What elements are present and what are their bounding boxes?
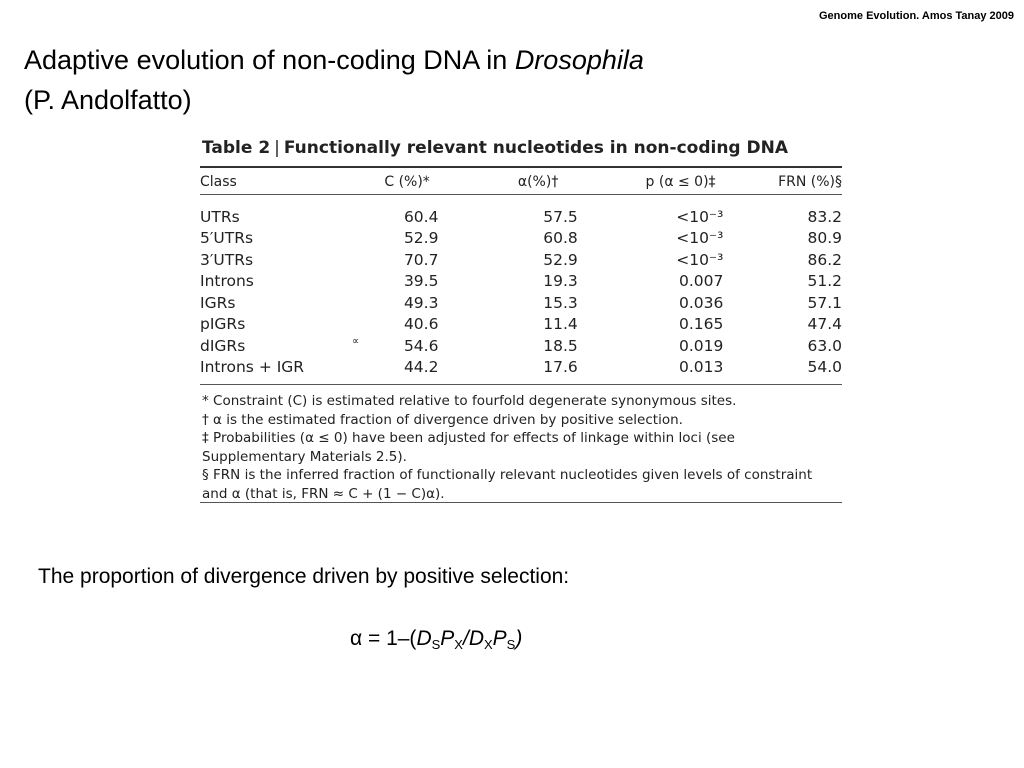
table-top-rule — [200, 166, 842, 168]
col-header-frn: FRN (%)§ — [778, 174, 842, 190]
cell-alpha: 60.8 — [543, 229, 578, 248]
cell-alpha: 11.4 — [543, 315, 578, 334]
footnote-rule — [200, 502, 842, 503]
formula-slash: / — [462, 627, 469, 650]
cell-p: <10⁻³ — [676, 207, 724, 226]
table-row: dIGRs 54.6 18.5 0.019 63.0 — [200, 335, 842, 357]
cell-frn: 83.2 — [807, 207, 842, 226]
table-row: IGRs 49.3 15.3 0.036 57.1 — [200, 292, 842, 314]
formula-p-x: P — [440, 627, 455, 650]
formula-d-x: D — [468, 627, 484, 650]
cell-alpha: 52.9 — [543, 250, 578, 269]
table-caption: Functionally relevant nucleotides in non… — [283, 138, 789, 158]
footnote: ‡ Probabilities (α ≤ 0) have been adjust… — [202, 430, 735, 446]
cell-alpha: 57.5 — [543, 207, 578, 226]
formula-prefix: α = 1–( — [350, 627, 417, 650]
table-bottom-rule — [200, 384, 842, 385]
col-header-alpha: α(%)† — [517, 174, 559, 190]
cell-alpha: 19.3 — [543, 272, 578, 291]
cell-p: 0.013 — [678, 358, 724, 377]
footnote: * Constraint (C) is estimated relative t… — [202, 393, 737, 409]
formula-p-s: P — [492, 627, 507, 650]
cell-frn: 86.2 — [807, 250, 842, 269]
table-footnotes: * Constraint (C) is estimated relative t… — [202, 392, 842, 503]
table-row: 5′UTRs 52.9 60.8 <10⁻³ 80.9 — [200, 228, 842, 250]
cell-alpha: 15.3 — [543, 293, 578, 312]
title-line1-prefix: Adaptive evolution of non-coding DNA in — [24, 45, 515, 75]
cell-constraint: 70.7 — [403, 250, 439, 269]
cell-frn: 63.0 — [807, 336, 842, 355]
table-row: Introns 39.5 19.3 0.007 51.2 — [200, 271, 842, 293]
cell-constraint: 49.3 — [403, 293, 439, 312]
col-header-p: p (α ≤ 0)‡ — [645, 174, 716, 190]
table-header-row: Class C (%)* α(%)† p (α ≤ 0)‡ FRN (%)§ — [200, 170, 842, 194]
cell-p: 0.036 — [678, 293, 724, 312]
cell-class: Introns + IGR — [200, 358, 305, 377]
slide-title: Adaptive evolution of non-coding DNA in … — [24, 40, 644, 120]
formula-sub-x1: X — [454, 637, 463, 652]
header-note: Genome Evolution. Amos Tanay 2009 — [819, 10, 1014, 22]
footnote: § FRN is the inferred fraction of functi… — [202, 467, 813, 483]
cell-p: 0.165 — [678, 315, 724, 334]
table-label: Table 2 — [202, 138, 271, 158]
cell-frn: 57.1 — [807, 293, 842, 312]
cell-p: 0.007 — [678, 272, 724, 291]
cell-alpha: 18.5 — [543, 336, 578, 355]
table-figure: Table 2 | Functionally relevant nucleotide… — [200, 126, 842, 512]
cell-frn: 54.0 — [807, 358, 842, 377]
data-table: Class C (%)* α(%)† p (α ≤ 0)‡ FRN (%)§ U… — [200, 170, 842, 378]
table-title: Table 2 | Functionally relevant nucleotide… — [202, 138, 788, 158]
cell-class: pIGRs — [200, 315, 246, 334]
cell-class: 3′UTRs — [200, 250, 254, 269]
cell-frn: 47.4 — [807, 315, 842, 334]
cell-class: IGRs — [200, 293, 236, 312]
table-header-rule — [200, 194, 842, 195]
cell-constraint: 52.9 — [403, 229, 439, 248]
cell-constraint: 60.4 — [403, 207, 439, 226]
title-line2: (P. Andolfatto) — [24, 85, 192, 115]
body-text: The proportion of divergence driven by p… — [38, 565, 570, 588]
formula-sub-s2: S — [506, 637, 516, 652]
table-spacer — [200, 194, 842, 206]
formula-suffix: ) — [515, 627, 523, 650]
footnote: † α is the estimated fraction of diverge… — [202, 411, 683, 428]
table-row: UTRs 60.4 57.5 <10⁻³ 83.2 — [200, 206, 842, 228]
table-title-separator: | — [274, 138, 280, 158]
cell-p: 0.019 — [678, 336, 724, 355]
table-row: 3′UTRs 70.7 52.9 <10⁻³ 86.2 — [200, 249, 842, 271]
cell-constraint: 54.6 — [403, 336, 439, 355]
col-header-class: Class — [200, 174, 237, 190]
cell-frn: 51.2 — [807, 272, 842, 291]
cell-alpha: 17.6 — [543, 358, 578, 377]
table-row: Introns + IGR 44.2 17.6 0.013 54.0 — [200, 357, 842, 379]
cell-frn: 80.9 — [807, 229, 842, 248]
alpha-formula: α = 1–(DSPX/DXPS) — [350, 624, 522, 660]
cell-class: 5′UTRs — [200, 229, 254, 248]
formula-sub-s1: S — [431, 637, 441, 652]
cell-constraint: 40.6 — [403, 315, 439, 334]
cell-constraint: 44.2 — [403, 358, 439, 377]
formula-d-s: D — [416, 627, 432, 650]
title-line1-italic: Drosophila — [514, 45, 644, 75]
cell-class: Introns — [200, 272, 254, 291]
cell-class: dIGRs — [200, 336, 246, 355]
col-header-constraint: C (%)* — [384, 174, 430, 190]
cell-constraint: 39.5 — [403, 272, 439, 291]
formula-sub-x2: X — [483, 637, 493, 652]
footnote: Supplementary Materials 2.5). — [202, 448, 407, 465]
footnote: and α (that is, FRN ≈ C + (1 − C)α). — [202, 485, 445, 502]
cell-class: UTRs — [200, 207, 240, 226]
cell-p: <10⁻³ — [676, 229, 724, 248]
table-row: pIGRs 40.6 11.4 0.165 47.4 — [200, 314, 842, 336]
stray-mark: ∝ — [352, 336, 360, 347]
cell-p: <10⁻³ — [676, 250, 724, 269]
